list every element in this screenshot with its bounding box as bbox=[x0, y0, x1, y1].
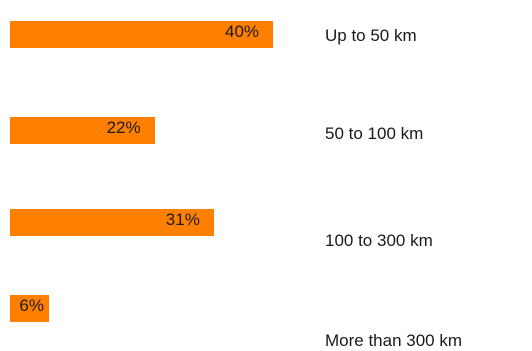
bar-value-label: 31% bbox=[165, 210, 200, 229]
category-label: More than 300 km bbox=[325, 331, 463, 350]
category-label: Up to 50 km bbox=[325, 26, 417, 45]
bar-3 bbox=[10, 209, 214, 236]
category-label: 50 to 100 km bbox=[325, 124, 424, 143]
bar-value-label: 40% bbox=[225, 22, 260, 41]
bar-2 bbox=[10, 117, 155, 144]
bar-4 bbox=[10, 295, 50, 322]
bar-value-label: 6% bbox=[19, 296, 44, 315]
bar-value-label: 22% bbox=[106, 118, 141, 137]
category-label: 100 to 300 km bbox=[325, 231, 433, 250]
bar-1 bbox=[10, 21, 273, 48]
